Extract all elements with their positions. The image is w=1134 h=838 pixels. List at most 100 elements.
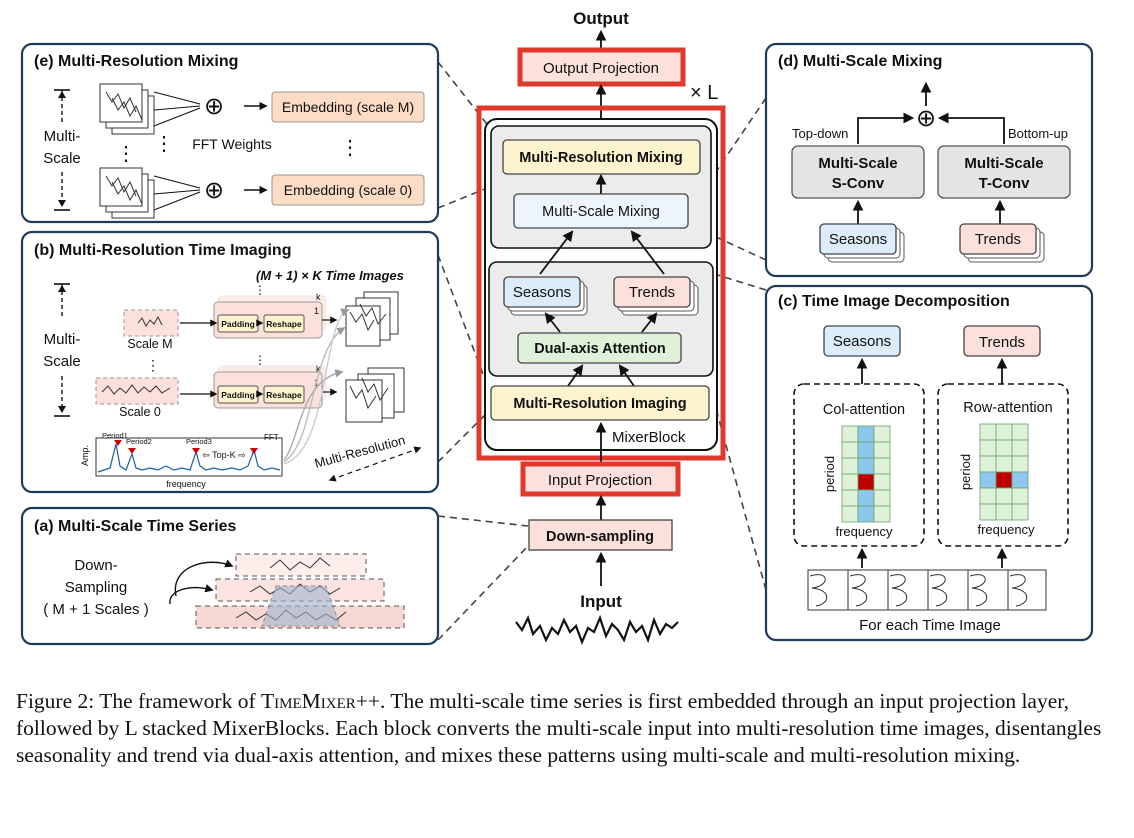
panel-b-title: (b) Multi-Resolution Time Imaging [34,242,291,259]
panel-e-scale: Scale [43,150,81,167]
panel-d-seasons: Seasons [829,231,887,248]
panel-c-row-attention: Row-attention [963,400,1052,416]
multi-resolution-mixing-box: Multi-Resolution Mixing [502,139,701,175]
input-projection-label: Input Projection [548,472,652,489]
seasons-stack: Seasons [503,276,588,316]
panel-c-trends: Trends [979,334,1025,351]
panel-c-frequency-right: frequency [977,522,1035,537]
panel-b-period1: Period1 [102,431,128,440]
panel-b-period3: Period3 [186,437,212,446]
multi-scale-mixing-label: Multi-Scale Mixing [542,204,660,220]
center-trends-label: Trends [629,284,675,301]
panel-b-vdots-pipe-bottom: ⋮ [254,353,266,367]
panel-d-trends: Trends [975,231,1021,248]
panel-c-for-each: For each Time Image [859,617,1001,634]
panel-e-vdots-mid: ⋮ [154,133,174,155]
center-column: Output Output Projection × L Multi-Resol… [476,9,726,645]
panel-e-vdots-left: ⋮ [116,143,136,165]
panel-d-top-down: Top-down [792,126,848,141]
panel-b-period2: Period2 [126,437,152,446]
row-attention-grid [979,423,1029,521]
panel-b-scale: Scale [43,353,81,370]
panel-a-scales: ( M + 1 Scales ) [43,601,148,618]
dual-axis-attention-label: Dual-axis Attention [534,341,666,357]
panel-b-scale-m: Scale M [127,337,172,351]
multi-resolution-imaging-box: Multi-Resolution Imaging [490,385,710,421]
dual-axis-attention-box: Dual-axis Attention [517,332,682,364]
panel-b-k-bottom: k [316,364,321,374]
panel-b-time-images: (M + 1) × K Time Images [256,268,404,283]
panel-d-s-conv-1: Multi-Scale [818,155,897,172]
panel-a: (a) Multi-Scale Time Series Down- Sampli… [20,506,440,646]
figure-caption: Figure 2: The framework of TimeMixer++. … [16,688,1121,769]
output-projection-box: Output Projection [517,47,686,87]
panel-e-vdots-right: ⋮ [340,137,360,159]
output-projection-label: Output Projection [543,60,659,77]
panel-b-bottom-images [345,367,405,423]
multi-resolution-mixing-label: Multi-Resolution Mixing [519,150,683,166]
input-projection-box: Input Projection [520,461,681,497]
input-series [515,614,679,645]
panel-d-title: (d) Multi-Scale Mixing [778,53,942,70]
panel-d-t-conv-2: T-Conv [979,175,1030,192]
panel-d: (d) Multi-Scale Mixing ⊕ Top-down Bottom… [764,42,1094,278]
time-image-strip [807,569,1047,611]
panel-b-reshape-top: Reshape [266,319,302,329]
panel-e-embedding-0: Embedding (scale 0) [284,182,412,198]
caption-body: . The multi-scale time series is first e… [16,689,1102,767]
times-l-label: × L [690,82,718,104]
col-attention-grid [841,425,891,523]
trends-stack: Trends [613,276,699,316]
panel-c-title: (c) Time Image Decomposition [778,293,1010,310]
panel-e-oplus-top: ⊕ [204,93,224,120]
panel-e: (e) Multi-Resolution Mixing Multi- Scale… [20,42,440,224]
center-seasons-label: Seasons [513,284,571,301]
panel-d-t-conv-1: Multi-Scale [964,155,1043,172]
panel-e-fft-weights: FFT Weights [192,136,272,152]
panel-c-col-attention: Col-attention [823,402,905,418]
panel-b-one-top: 1 [314,306,319,316]
panel-b-padding-top: Padding [221,319,255,329]
input-label: Input [580,592,622,611]
panel-b-reshape-bottom: Reshape [266,390,302,400]
panel-e-multi: Multi- [44,128,81,145]
multi-resolution-imaging-label: Multi-Resolution Imaging [513,396,686,412]
mixer-block-label: MixerBlock [612,429,686,446]
panel-a-sampling: Sampling [65,579,128,596]
panel-b-vdots: ⋮ [146,357,160,373]
panel-b-multi: Multi- [44,331,81,348]
panel-c-seasons: Seasons [833,333,891,350]
panel-e-bottom-images [99,167,155,219]
panel-a-down: Down- [74,557,117,574]
panel-b-scale-0: Scale 0 [119,405,161,419]
panel-b-vdots-pipe-top: ⋮ [254,283,266,297]
panel-e-oplus-bottom: ⊕ [204,177,224,204]
panel-b-frequency: frequency [166,479,206,489]
panel-b: (b) Multi-Resolution Time Imaging (M + 1… [20,230,440,494]
panel-b-fft: FFT [264,433,279,442]
panel-a-title: (a) Multi-Scale Time Series [34,518,237,535]
framework-diagram: Output Output Projection × L Multi-Resol… [20,9,1094,646]
panel-e-top-images [99,83,155,135]
output-label: Output [573,9,629,28]
panel-d-bottom-up: Bottom-up [1008,126,1068,141]
caption-label: Figure 2: The framework of [16,689,261,713]
down-sampling-label: Down-sampling [546,529,654,545]
panel-b-top-images [345,291,399,347]
panel-c-frequency-left: frequency [835,524,893,539]
panel-b-k-top: k [316,292,321,302]
down-sampling-box: Down-sampling [528,519,673,551]
panel-e-title: (e) Multi-Resolution Mixing [34,53,238,70]
panel-b-amp: Amp. [80,445,90,466]
panel-d-oplus: ⊕ [916,105,936,132]
fft-spectrum [97,443,281,473]
panel-c-period-right: period [958,454,973,490]
panel-c: (c) Time Image Decomposition Seasons Tre… [764,284,1094,642]
panel-b-padding-bottom: Padding [221,390,255,400]
multi-scale-mixing-box: Multi-Scale Mixing [513,193,689,229]
panel-e-embedding-m: Embedding (scale M) [282,99,414,115]
caption-method-name: TimeMixer++ [261,689,380,713]
panel-d-s-conv-2: S-Conv [832,175,885,192]
panel-c-period-left: period [822,456,837,492]
panel-b-topk: ⇦ Top-K ⇨ [202,450,246,460]
